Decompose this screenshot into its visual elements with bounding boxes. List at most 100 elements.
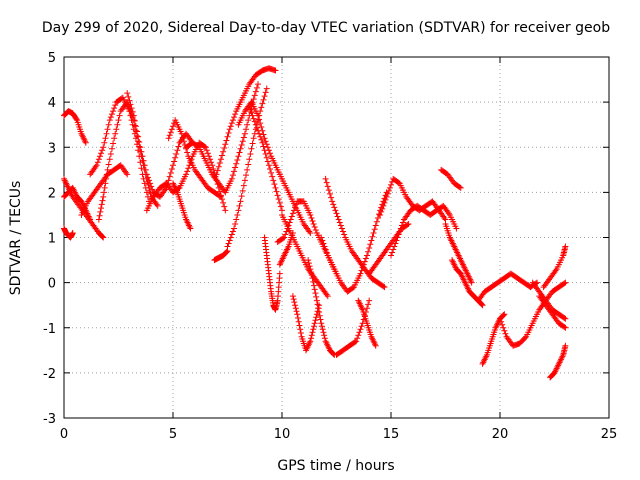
data-point <box>228 175 235 182</box>
data-point <box>167 129 174 136</box>
data-point <box>185 165 192 172</box>
data-point <box>248 109 255 116</box>
data-point <box>237 198 244 205</box>
data-point <box>255 127 262 134</box>
data-point <box>457 184 464 191</box>
data-point <box>202 144 209 151</box>
data-point <box>217 193 224 200</box>
data-points <box>61 65 569 381</box>
data-point <box>231 225 238 232</box>
y-tick-label: -3 <box>43 412 56 427</box>
y-tick-label: 3 <box>48 141 56 156</box>
data-point <box>232 220 239 227</box>
data-point <box>234 211 241 218</box>
data-point <box>500 324 507 331</box>
y-tick-label: 1 <box>48 232 56 247</box>
data-point <box>328 194 335 201</box>
data-point <box>110 108 117 115</box>
data-point <box>356 329 363 336</box>
data-point <box>562 324 569 331</box>
data-point <box>124 171 131 178</box>
data-point <box>405 220 412 227</box>
data-point <box>204 150 211 157</box>
data-point <box>227 123 234 130</box>
data-point <box>367 241 374 248</box>
data-point <box>341 231 348 238</box>
data-point <box>404 221 411 228</box>
series-track-23 <box>322 175 388 291</box>
data-point <box>315 305 322 312</box>
data-point <box>251 118 258 125</box>
data-point <box>272 67 279 74</box>
data-point <box>253 124 260 131</box>
data-point <box>280 235 287 242</box>
data-point <box>311 286 318 293</box>
data-point <box>239 187 246 194</box>
data-point <box>82 139 89 146</box>
data-point <box>179 134 186 141</box>
data-point <box>353 338 360 345</box>
data-point <box>288 213 295 220</box>
data-point <box>337 222 344 229</box>
data-point <box>562 342 569 349</box>
data-point <box>214 167 221 174</box>
data-point <box>561 314 568 321</box>
data-point <box>289 210 296 217</box>
data-point <box>296 322 303 329</box>
data-point <box>255 81 262 88</box>
data-point <box>320 329 327 336</box>
data-point <box>166 132 173 139</box>
data-point <box>388 252 394 259</box>
data-point <box>114 121 121 128</box>
series-track-40 <box>279 211 331 300</box>
data-point <box>264 144 271 151</box>
series-track-11 <box>170 180 194 232</box>
data-point <box>175 143 182 150</box>
data-point <box>73 116 80 123</box>
data-point <box>241 177 248 184</box>
data-point <box>282 231 289 238</box>
data-point <box>291 299 298 306</box>
data-point <box>399 219 406 226</box>
data-point <box>382 196 389 203</box>
data-point <box>168 126 175 133</box>
data-point <box>246 156 253 163</box>
data-point <box>116 112 123 119</box>
data-point <box>381 199 388 206</box>
data-point <box>368 237 375 244</box>
data-point <box>270 177 277 184</box>
data-point <box>112 102 119 109</box>
data-point <box>379 205 386 212</box>
data-point <box>293 308 300 315</box>
data-point <box>249 140 256 147</box>
data-point <box>321 243 328 250</box>
data-point <box>258 104 265 111</box>
data-point <box>244 121 251 128</box>
data-point <box>313 297 320 304</box>
data-point <box>136 138 143 145</box>
series-track-18 <box>261 234 283 313</box>
data-point <box>146 177 153 184</box>
data-point <box>369 233 376 240</box>
data-point <box>357 270 364 277</box>
series-track-7 <box>78 162 131 218</box>
data-point <box>283 228 290 235</box>
data-point <box>308 335 315 342</box>
data-point <box>224 243 231 250</box>
series-track-29 <box>366 220 412 277</box>
data-point <box>224 133 231 140</box>
data-point <box>154 202 161 209</box>
data-point <box>233 216 240 223</box>
y-tick-label: 4 <box>48 96 56 111</box>
data-point <box>274 192 281 199</box>
data-point <box>104 126 111 133</box>
series-track-15 <box>224 85 270 250</box>
data-point <box>287 216 294 223</box>
data-point <box>103 130 110 137</box>
data-point <box>308 214 315 221</box>
data-point <box>221 145 228 152</box>
data-point <box>239 138 246 145</box>
data-point <box>124 90 131 97</box>
data-point <box>332 207 339 214</box>
data-point <box>292 204 299 211</box>
